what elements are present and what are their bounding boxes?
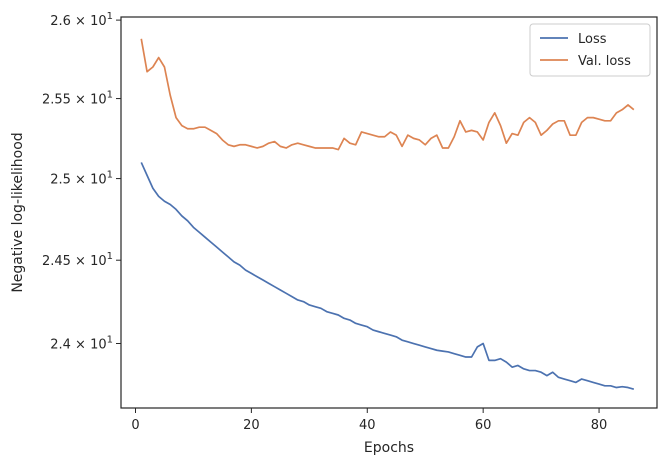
x-tick-label: 20 bbox=[243, 418, 260, 433]
y-axis-label: Negative log-likelihood bbox=[10, 132, 26, 292]
y-tick-base: × 10 bbox=[71, 93, 107, 108]
y-tick-mantissa: 2.4 bbox=[50, 338, 71, 353]
legend: Loss Val. loss bbox=[529, 23, 651, 77]
y-tick-exponent: 1 bbox=[107, 90, 113, 101]
x-tick-label: 40 bbox=[359, 418, 376, 433]
y-tick-mantissa: 2.55 bbox=[42, 93, 71, 108]
series-layer bbox=[140, 38, 635, 391]
plot-border bbox=[120, 16, 658, 409]
y-tick-exponent: 1 bbox=[107, 335, 113, 346]
x-axis-ticks: 0 20 40 60 80 bbox=[131, 408, 607, 433]
y-tick-base: × 10 bbox=[71, 14, 107, 29]
x-tick-label: 0 bbox=[131, 418, 139, 433]
y-tick-exponent: 1 bbox=[107, 251, 113, 262]
legend-box bbox=[529, 23, 651, 77]
y-tick-base: × 10 bbox=[71, 173, 107, 188]
y-tick-mantissa: 2.45 bbox=[42, 254, 71, 269]
plot-area bbox=[120, 16, 658, 409]
y-tick-label: 2.5 × 101 bbox=[50, 170, 113, 188]
y-tick-label: 2.6 × 101 bbox=[50, 11, 113, 29]
y-tick-exponent: 1 bbox=[107, 170, 113, 181]
y-tick-mantissa: 2.5 bbox=[50, 173, 71, 188]
y-tick-mantissa: 2.6 bbox=[50, 14, 71, 29]
x-axis-label: Epochs bbox=[364, 440, 414, 456]
x-tick-label: 60 bbox=[475, 418, 492, 433]
y-tick-base: × 10 bbox=[71, 254, 107, 269]
x-tick-label: 80 bbox=[591, 418, 608, 433]
series-line-loss bbox=[140, 162, 635, 391]
y-tick-base: × 10 bbox=[71, 338, 107, 353]
series-line-val-loss bbox=[140, 38, 635, 151]
y-tick-label: 2.55 × 101 bbox=[42, 90, 113, 108]
y-tick-label: 2.45 × 101 bbox=[42, 251, 113, 269]
y-tick-exponent: 1 bbox=[107, 11, 113, 22]
y-tick-label: 2.4 × 101 bbox=[50, 335, 113, 353]
legend-label: Val. loss bbox=[578, 54, 631, 69]
legend-label: Loss bbox=[578, 32, 607, 47]
